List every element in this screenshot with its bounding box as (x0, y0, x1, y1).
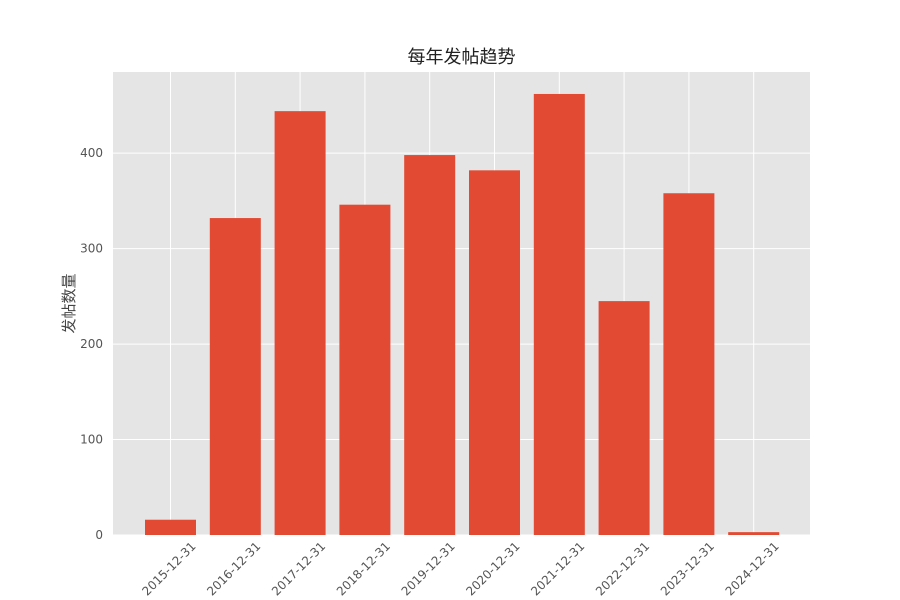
y-tick-label: 100 (80, 433, 103, 447)
bar-2017-12-31 (274, 111, 326, 536)
bars (145, 93, 780, 536)
x-tick-label: 2015-12-31 (139, 539, 198, 598)
y-tick-label: 400 (80, 146, 103, 160)
y-axis-label: 发帖数量 (60, 273, 78, 333)
x-tick-label: 2021-12-31 (528, 539, 587, 598)
bar-2022-12-31 (598, 301, 650, 535)
x-tick-label: 2024-12-31 (723, 539, 782, 598)
x-tick-label: 2019-12-31 (399, 539, 458, 598)
x-tick-label: 2017-12-31 (269, 539, 328, 598)
bar-2018-12-31 (339, 204, 391, 536)
y-tick-label: 0 (95, 528, 103, 542)
y-tick-label: 200 (80, 337, 103, 351)
bar-2019-12-31 (404, 155, 456, 536)
x-tick-label: 2023-12-31 (658, 539, 717, 598)
bar-2020-12-31 (469, 170, 520, 536)
x-tick-label: 2018-12-31 (334, 539, 393, 598)
bar-2024-12-31 (728, 532, 780, 535)
bar-2015-12-31 (145, 519, 196, 535)
x-tick-label: 2022-12-31 (593, 539, 652, 598)
bar-2021-12-31 (533, 93, 585, 536)
x-tick-label: 2016-12-31 (204, 539, 263, 598)
bar-2023-12-31 (663, 193, 715, 535)
y-tick-label: 300 (80, 242, 103, 256)
x-tick-label: 2020-12-31 (463, 539, 522, 598)
bar-2016-12-31 (209, 218, 261, 535)
chart-title: 每年发帖趋势 (408, 47, 516, 68)
x-tick-labels: 2015-12-31 2016-12-31 2017-12-31 2018-12-31… (139, 539, 781, 598)
y-tick-labels: 0 100 200 300 400 (80, 146, 103, 542)
